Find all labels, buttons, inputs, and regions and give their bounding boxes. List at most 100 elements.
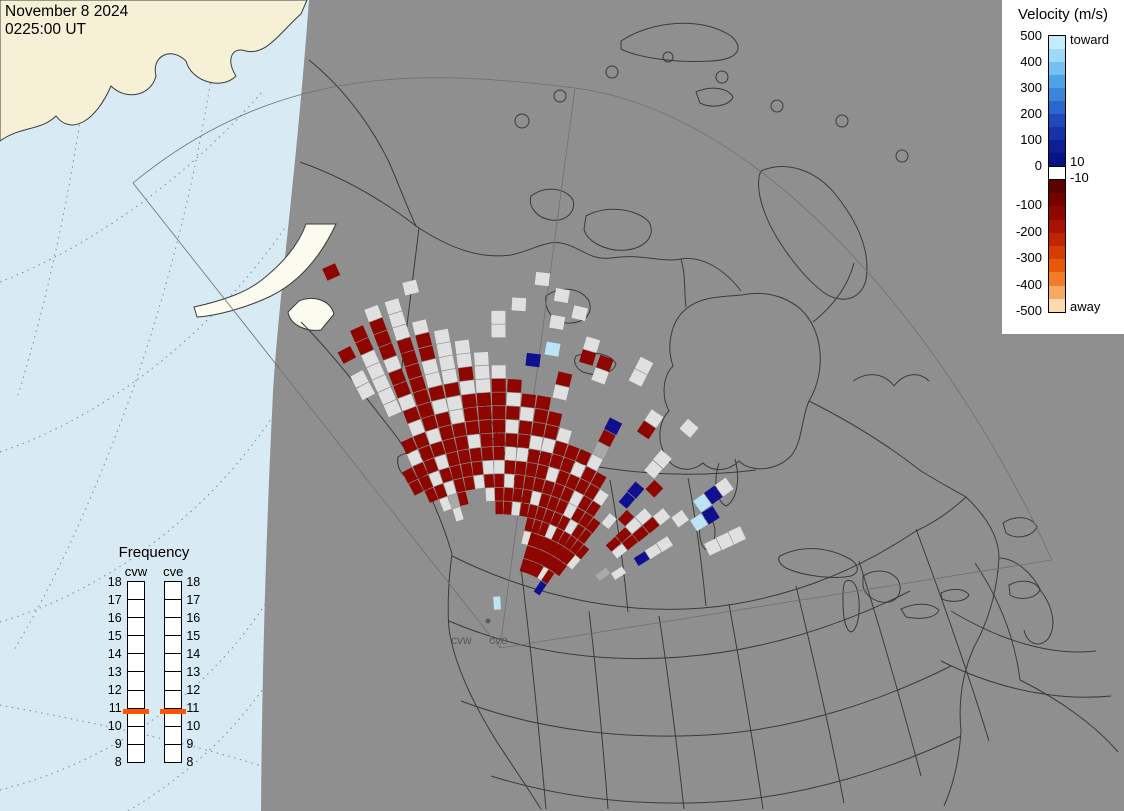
radar-cell (535, 506, 547, 522)
lake-ontario (940, 588, 970, 602)
radar-cell (575, 449, 592, 466)
radar-cell (583, 336, 601, 353)
frequency-scale-columns: 18 17 16 15 14 13 12 11 10 9 8 cvw cve 18 17 16 15 14 13 12… (84, 564, 224, 773)
radar-label-cve: cve (489, 633, 508, 647)
frequency-tick: 8 (114, 755, 122, 769)
lake-michigan (842, 579, 860, 633)
radar-cell (525, 352, 541, 368)
time-text: 0225:00 UT (5, 21, 86, 38)
radar-cell (355, 337, 374, 356)
frequency-bar (126, 581, 145, 763)
radar-cell (542, 509, 555, 524)
frequency-tick: 9 (186, 737, 194, 751)
radar-cell (531, 422, 546, 437)
frequency-bar-segment (165, 636, 182, 655)
radar-cell (601, 513, 617, 529)
radar-cell (523, 545, 534, 561)
radar-cell (539, 552, 552, 567)
radar-cell (549, 453, 564, 470)
away-color-segment (1049, 219, 1065, 233)
toward-color-segment (1049, 114, 1065, 127)
frequency-tick: 10 (186, 719, 201, 733)
frequency-tick-labels: 18 17 16 15 14 13 12 11 10 9 8 (186, 575, 206, 773)
radar-cell (552, 384, 570, 401)
quebec-coast (808, 400, 967, 498)
radar-cell (551, 483, 565, 499)
radar-cell (413, 432, 430, 449)
radar-cell (527, 504, 538, 519)
radar-cell (532, 477, 545, 493)
frequency-bar-segment (165, 727, 182, 745)
radar-cell (533, 580, 547, 596)
radar-cell (495, 501, 504, 515)
radar-cell (528, 562, 541, 577)
radar-cell (408, 479, 424, 496)
radar-cell (555, 371, 573, 388)
radar-cell (463, 476, 476, 491)
radar-cell (584, 483, 600, 501)
radar-cell (511, 297, 527, 312)
frequency-bar (164, 581, 183, 763)
velocity-tick: -100 (1015, 197, 1042, 213)
frequency-bar-segment (165, 582, 182, 601)
radar-cell (611, 543, 628, 559)
radar-cell (449, 409, 465, 425)
radar-cell (373, 330, 392, 348)
radar-cell (491, 324, 506, 338)
radar-cell (460, 462, 474, 478)
radar-cell (690, 513, 708, 532)
radar-cell (556, 546, 570, 562)
toward-color-segment (1049, 140, 1065, 153)
radar-cell (633, 551, 650, 567)
radar-cell (529, 435, 543, 451)
us-canada-border (451, 530, 917, 610)
radar-cell (393, 381, 411, 399)
radar-cell (457, 491, 469, 507)
radar-cell (494, 474, 504, 488)
radar-cell (442, 438, 458, 454)
radar-cell (452, 422, 467, 438)
radar-cell (504, 460, 516, 474)
radar-cell (570, 507, 585, 524)
radar-cell (456, 353, 472, 368)
radar-cell (403, 406, 421, 424)
velocity-tick: -200 (1015, 223, 1042, 239)
radar-cell (435, 411, 452, 428)
radar-cell (439, 425, 455, 441)
radar-cell (377, 387, 396, 405)
radar-cell (512, 488, 523, 503)
radar-cell (555, 499, 569, 515)
victoria-island (583, 208, 652, 251)
radar-cell (563, 503, 577, 519)
radar-cell (446, 451, 460, 467)
radar-cell (544, 524, 557, 540)
radar-cell (494, 460, 505, 474)
frequency-tick: 11 (186, 701, 200, 715)
velocity-colorbar (1048, 35, 1066, 313)
radar-cell (409, 376, 427, 393)
away-color-segment (1049, 246, 1065, 260)
velocity-tick: 0 (1034, 158, 1042, 173)
radar-cell (350, 325, 369, 343)
radar-cell (575, 544, 590, 560)
radar-cell (530, 491, 542, 506)
radar-cell (506, 406, 520, 420)
radar-cell (577, 529, 592, 544)
radar-site: cvw cve (451, 618, 508, 647)
zero-gap (1049, 166, 1065, 180)
radar-cell (434, 328, 451, 344)
radar-cell (458, 366, 474, 382)
radar-cell (591, 367, 609, 385)
radar-cell (511, 501, 521, 516)
radar-cell (555, 470, 570, 486)
radar-cell (463, 407, 479, 422)
frequency-marker (122, 709, 149, 715)
frequency-tick: 10 (107, 719, 122, 733)
radar-cell (551, 543, 564, 558)
radar-cell (458, 449, 471, 464)
radar-cell (415, 332, 433, 349)
radar-cell (417, 402, 435, 419)
radar-cell (439, 467, 453, 483)
alaska-interior (308, 59, 417, 227)
radar-cell (364, 304, 383, 322)
